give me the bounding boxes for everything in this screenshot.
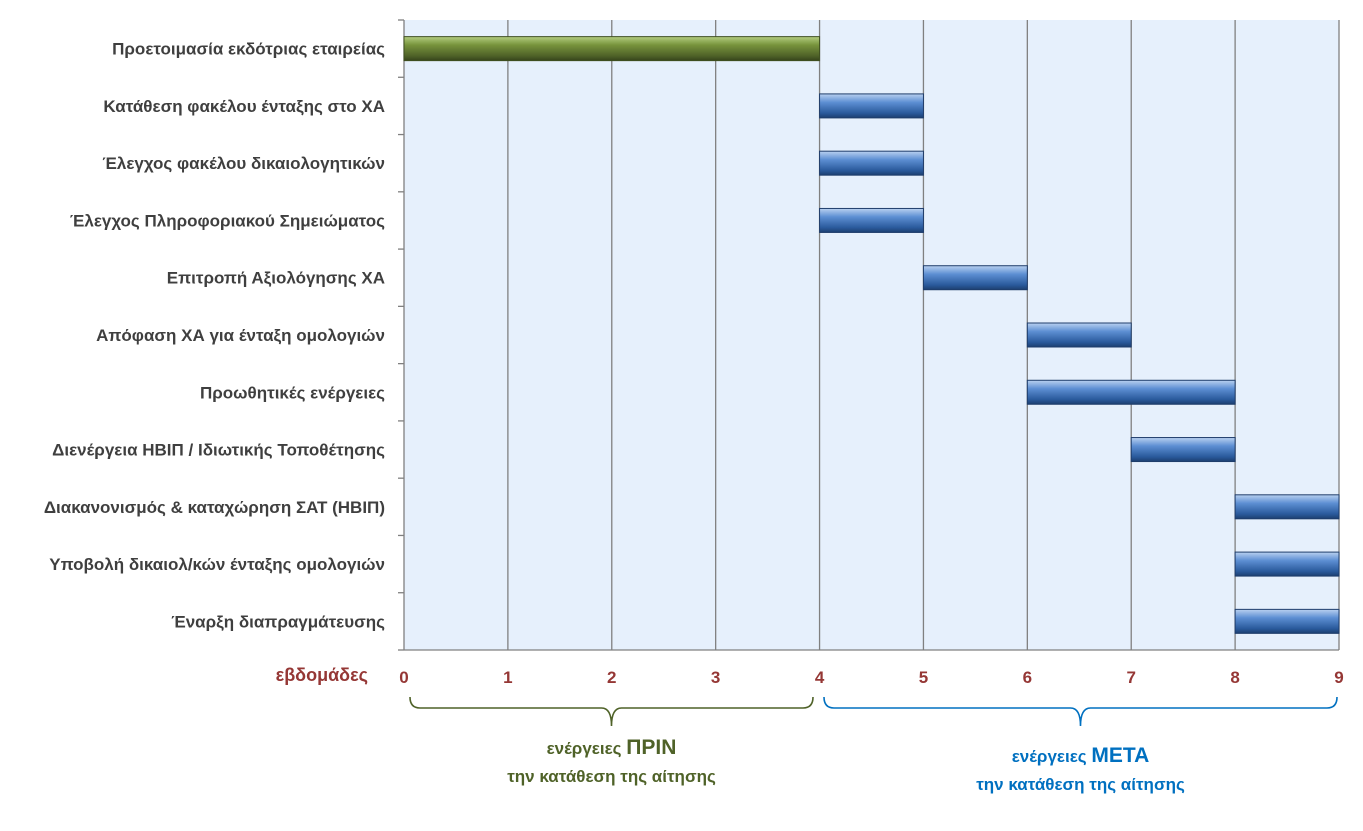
bar-3 xyxy=(819,207,924,233)
category-label-3: Έλεγχος Πληροφοριακού Σημειώματος xyxy=(70,211,385,230)
bar-6 xyxy=(1026,379,1236,405)
x-tick-label-4: 4 xyxy=(815,668,825,687)
x-tick-label-3: 3 xyxy=(711,668,720,687)
x-tick-label-2: 2 xyxy=(607,668,616,687)
x-tick-labels: 0 1 2 3 4 5 6 7 8 9 xyxy=(399,668,1343,687)
annotation-subtitle-1: την κατάθεση της αίτησης xyxy=(976,775,1185,794)
bar-10 xyxy=(1234,608,1340,634)
bars xyxy=(403,36,1340,634)
x-tick-label-5: 5 xyxy=(919,668,928,687)
category-label-7: Διενέργεια ΗΒΙΠ / Ιδιωτικής Τοποθέτησης xyxy=(52,441,385,460)
brace-1 xyxy=(823,696,1338,727)
annotation-emphasis-0: ΠΡΙΝ xyxy=(626,736,676,759)
category-label-9: Υποβολή δικαιολ/κών ένταξης ομολογιών xyxy=(49,555,385,574)
category-labels: Προετοιμασία εκδότριας εταιρείας Κατάθεση… xyxy=(44,40,385,632)
x-tick-label-7: 7 xyxy=(1126,668,1135,687)
category-label-4: Επιτροπή Αξιολόγησης ΧΑ xyxy=(167,269,385,288)
brace-0 xyxy=(409,696,814,727)
annotation-emphasis-1: ΜΕΤΑ xyxy=(1091,744,1149,767)
bar-8 xyxy=(1234,494,1340,520)
bar-2 xyxy=(819,150,924,176)
axis-lines xyxy=(398,19,1339,651)
annotation-title-1: ενέργειες ΜΕΤΑ xyxy=(1012,744,1150,767)
category-label-6: Προωθητικές ενέργειες xyxy=(200,383,385,402)
category-label-8: Διακανονισμός & καταχώρηση ΣΑΤ (ΗΒΙΠ) xyxy=(44,498,385,517)
category-label-1: Κατάθεση φακέλου ένταξης στο ΧΑ xyxy=(103,97,385,116)
bar-5 xyxy=(1026,322,1132,348)
bar-0 xyxy=(403,36,821,62)
category-label-2: Έλεγχος φακέλου δικαιολογητικών xyxy=(102,154,385,173)
annotation-prefix-1: ενέργειες xyxy=(1012,747,1092,766)
plot-area xyxy=(404,20,1339,650)
x-tick-label-8: 8 xyxy=(1230,668,1239,687)
annotation-subtitle-0: την κατάθεση της αίτησης xyxy=(507,767,716,786)
bar-7 xyxy=(1130,437,1236,463)
x-tick-label-9: 9 xyxy=(1334,668,1343,687)
annotations: ενέργειες ΠΡΙΝ την κατάθεση της αίτησης εν… xyxy=(409,696,1338,794)
annotation-title-0: ενέργειες ΠΡΙΝ xyxy=(547,736,677,759)
x-tick-label-6: 6 xyxy=(1023,668,1032,687)
category-label-0: Προετοιμασία εκδότριας εταιρείας xyxy=(112,40,385,59)
bar-4 xyxy=(922,265,1028,291)
x-tick-label-0: 0 xyxy=(399,668,408,687)
category-label-10: Έναρξη διαπραγμάτευσης xyxy=(171,612,385,631)
x-axis-title: εβδομάδες xyxy=(276,665,368,685)
bar-9 xyxy=(1234,551,1340,577)
annotation-prefix-0: ενέργειες xyxy=(547,739,627,758)
bar-1 xyxy=(819,93,924,119)
x-tick-label-1: 1 xyxy=(503,668,512,687)
category-label-5: Απόφαση ΧΑ για ένταξη ομολογιών xyxy=(96,326,385,345)
